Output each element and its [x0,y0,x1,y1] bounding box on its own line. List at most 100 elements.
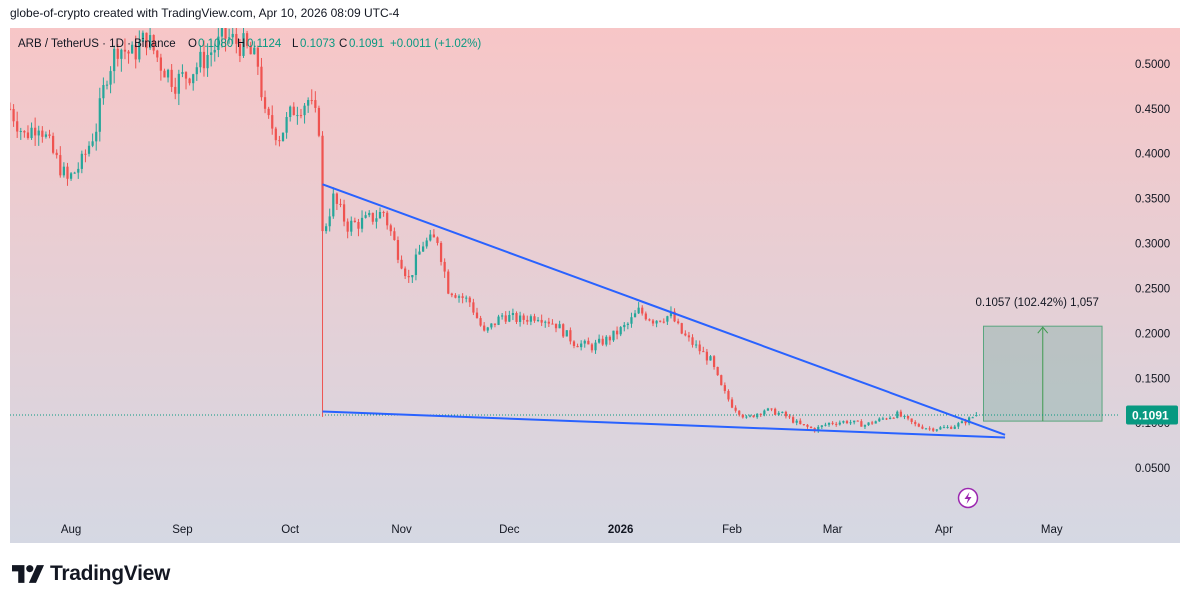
trendline [322,183,1006,436]
candle-body [19,130,22,132]
candle-body [51,135,55,153]
chart-container[interactable]: 0.5000 0.4500 0.4000 0.3500 0.3000 0.2500 0.20… [10,28,1180,543]
candle-body [429,234,432,241]
candle-body [350,220,353,232]
candle-body [285,117,288,133]
candle-body [899,411,902,417]
candle-body [77,168,80,173]
candle-body [188,78,191,84]
candle-body [411,275,414,278]
legend-change: +0.0011 (+1.02%) [390,38,481,50]
candle-body [770,408,773,410]
candle-body [518,315,522,322]
candle-body [256,47,259,67]
candle-body [325,226,328,232]
candle-body [763,410,766,415]
candle-body [195,67,198,75]
candle-body [730,399,734,408]
candle-body [472,302,475,313]
trendline [322,410,1006,439]
candle-body [141,32,145,42]
candle-body [184,72,188,79]
x-tick-label: Apr [935,524,953,536]
candle-body [680,323,683,334]
x-tick-label: 2026 [608,524,634,536]
candle-body [759,413,762,415]
candle-body [608,336,612,341]
candle-body [536,319,540,321]
candle-body [939,427,942,430]
candle-body [623,324,626,328]
y-tick-label: 0.5000 [1135,59,1170,71]
candle-body [630,317,633,324]
candle-body [213,49,216,53]
candle-body [479,318,482,326]
candle-body [425,240,428,247]
candle-body [69,173,73,179]
candle-body [59,155,62,176]
candle-body [960,421,964,424]
candle-body [271,115,274,129]
candle-body [914,421,917,425]
alert-bolt-icon[interactable] [957,487,979,509]
candle-body [55,152,58,156]
candle-body [924,428,928,430]
candle-body [648,319,651,321]
candle-body [98,98,101,132]
candle-body [738,410,741,415]
candle-body [529,316,532,322]
candle-body [953,426,956,429]
candle-body [705,351,709,361]
candle-body [364,215,367,218]
candle-body [332,193,335,217]
candle-body [572,341,576,346]
candle-body [673,311,676,322]
y-tick-label: 0.2500 [1135,283,1170,295]
legend-symbol: ARB / TetherUS · 1D · Binance [18,38,176,50]
candle-body [964,421,967,424]
measure-label: 0.1057 (102.42%) 1,057 [975,297,1098,309]
candle-body [303,105,306,116]
candle-body [468,297,471,303]
candle-body [109,71,112,85]
candle-body [368,212,371,216]
candle-body [267,108,270,116]
candle-body [483,325,486,331]
candle-body [224,28,227,39]
candle-body [590,344,594,351]
candle-body [702,351,705,353]
candle-body [249,45,252,55]
candle-body [903,415,906,417]
candle-body [220,28,224,37]
candle-body [378,212,382,219]
candle-body [587,340,590,345]
candle-body [465,297,468,299]
price-chart[interactable]: 0.5000 0.4500 0.4000 0.3500 0.3000 0.2500 0.20… [10,28,1180,543]
candle-body [396,239,400,260]
candle-body [310,100,313,102]
candle-body [299,115,303,117]
candle-body [26,132,30,139]
candle-body [436,237,439,243]
candle-body [777,412,780,415]
candle-body [386,212,389,226]
candle-body [641,307,644,314]
candle-body [601,338,604,345]
candle-body [885,418,888,420]
candle-body [37,130,40,136]
candle-body [105,84,109,86]
candle-body [677,321,680,324]
candle-body [928,428,931,430]
candle-body [748,415,752,417]
candle-body [159,57,162,71]
candle-body [210,52,213,55]
legend-open-value: 0.1080 [198,38,233,50]
legend-high-label: H [237,38,245,50]
candle-body [612,330,615,341]
tradingview-logo[interactable]: TradingView [12,562,170,586]
x-tick-label: Dec [499,524,520,536]
candle-body [720,375,723,386]
legend-low-label: L [292,38,299,50]
candle-body [202,51,206,69]
candle-body [23,130,26,133]
